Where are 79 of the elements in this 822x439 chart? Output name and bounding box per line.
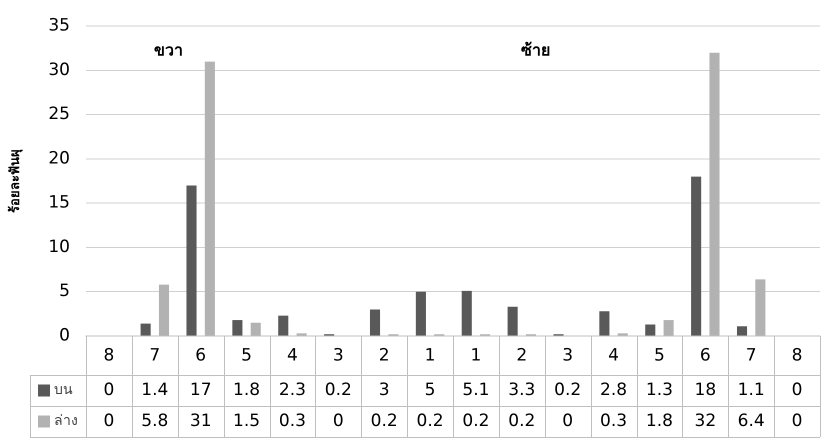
y-tick-label: 35	[48, 16, 70, 36]
bar	[599, 311, 610, 336]
legend-label: บน	[54, 382, 73, 398]
bar	[664, 320, 674, 336]
y-axis-title: ร้อยละฟันผุ	[7, 149, 24, 214]
bar	[645, 324, 656, 336]
x-tick-label: 5	[654, 346, 665, 366]
x-tick-label: 5	[241, 346, 252, 366]
annotation: ขวา	[154, 40, 184, 60]
x-tick-label: 3	[332, 346, 344, 366]
bar	[709, 52, 720, 336]
data-label: 0	[332, 410, 344, 431]
data-label: 0.3	[600, 410, 628, 431]
data-label: 1.1	[738, 380, 765, 400]
data-label: 18	[694, 380, 716, 400]
x-tick-label: 7	[746, 346, 757, 366]
bar	[186, 186, 197, 336]
data-label: 0.2	[416, 410, 444, 431]
data-label: 0	[792, 410, 802, 431]
data-label: 0.2	[508, 410, 536, 431]
data-label: 17	[190, 380, 212, 400]
x-tick-label: 4	[608, 346, 619, 366]
data-label: 0.2	[462, 410, 490, 431]
data-label: 2.3	[278, 380, 306, 400]
y-tick-label: 15	[48, 192, 70, 213]
data-label: 32	[694, 410, 716, 431]
data-label: 0	[792, 380, 802, 400]
legend-label: ล่าง	[54, 413, 78, 430]
y-tick-label: 30	[48, 60, 70, 80]
data-label: 1.5	[233, 410, 260, 431]
data-label: 31	[190, 410, 212, 431]
x-tick-label: 6	[700, 346, 711, 366]
x-tick-label: 8	[104, 346, 114, 366]
bar	[508, 306, 518, 336]
data-label: 0.2	[324, 380, 352, 400]
y-tick-label: 0	[59, 325, 70, 346]
data-label: 2.8	[600, 380, 628, 400]
bar	[462, 290, 472, 336]
x-tick-label: 4	[287, 346, 298, 366]
x-tick-label: 2	[516, 346, 528, 366]
x-tick-label: 1	[424, 346, 436, 366]
data-label: 5	[424, 380, 436, 400]
y-tick-label: 25	[48, 104, 70, 124]
bar	[691, 176, 702, 336]
y-tick-label: 10	[48, 236, 70, 257]
data-label: 0	[104, 410, 114, 431]
x-tick-label: 2	[378, 346, 390, 366]
data-label: 3	[378, 380, 390, 400]
y-tick-label: 20	[48, 148, 70, 168]
bar	[755, 279, 766, 336]
x-tick-label: 6	[195, 346, 206, 366]
data-label: 6.4	[738, 410, 765, 431]
bar	[416, 292, 426, 336]
data-label: 1.8	[233, 380, 260, 400]
data-label: 0.2	[554, 380, 582, 400]
annotation: ซ้าย	[521, 40, 550, 60]
x-tick-label: 7	[149, 346, 160, 366]
data-label: 1.4	[141, 380, 168, 400]
data-label: 0.3	[278, 410, 306, 431]
data-label: 5.1	[462, 380, 490, 400]
data-label: 3.3	[508, 380, 536, 400]
bar	[250, 322, 261, 336]
x-tick-label: 3	[562, 346, 574, 366]
bar	[736, 326, 748, 336]
bar	[204, 62, 215, 336]
data-label: 1.8	[646, 410, 673, 431]
data-label: 5.8	[141, 410, 168, 431]
y-tick-label: 5	[59, 281, 70, 302]
data-label: 0.2	[370, 410, 398, 431]
bar	[140, 324, 151, 336]
x-tick-label: 8	[792, 346, 802, 366]
data-label: 1.3	[646, 380, 673, 400]
x-tick-label: 1	[470, 346, 482, 366]
bar	[370, 309, 380, 336]
bar	[158, 284, 170, 336]
data-label: 0	[562, 410, 574, 431]
bar	[232, 320, 242, 336]
bar	[278, 316, 288, 336]
data-label: 0	[104, 380, 114, 400]
